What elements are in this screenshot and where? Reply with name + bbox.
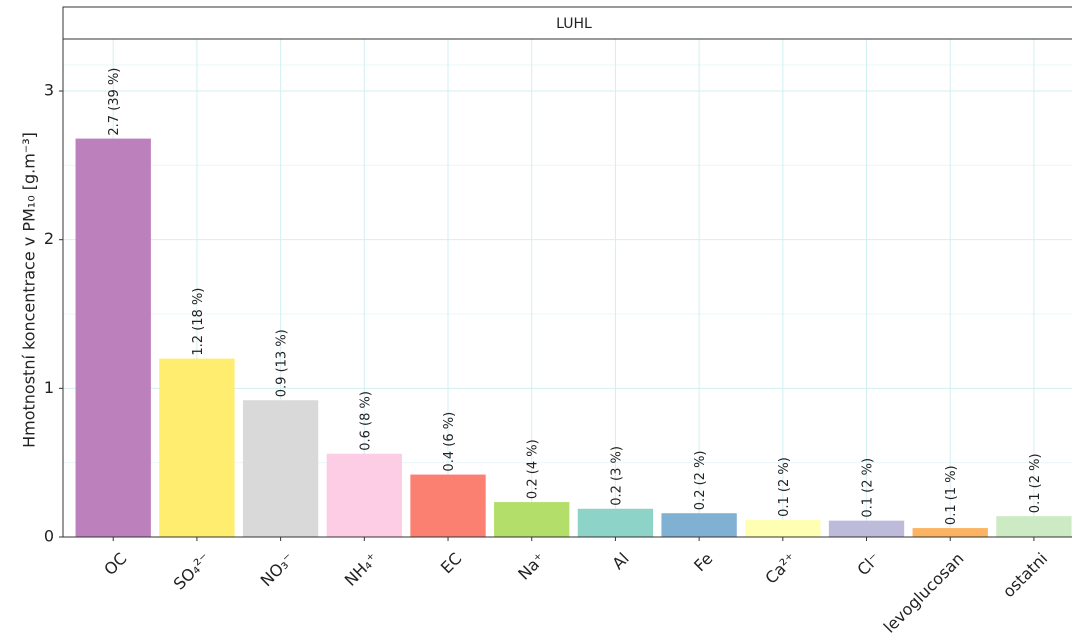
value-label: 0.1 (1 %): [944, 465, 959, 525]
y-tick-label: 3: [44, 81, 54, 100]
y-tick-label: 2: [44, 229, 54, 248]
bar: [996, 516, 1072, 537]
bar: [242, 400, 319, 537]
x-tick-label: EC: [437, 549, 465, 577]
bar: [326, 453, 402, 537]
bar: [410, 474, 486, 537]
value-label: 0.2 (4 %): [526, 439, 541, 499]
value-label: 0.1 (2 %): [1028, 453, 1043, 513]
value-label: 0.4 (6 %): [442, 412, 457, 472]
bar: [661, 513, 737, 537]
value-label: 1.2 (18 %): [191, 288, 206, 356]
bar: [494, 502, 570, 537]
x-tick-label: OC: [100, 549, 130, 579]
x-tick-label: levoglucosan: [880, 549, 968, 637]
x-tick-label: Al: [608, 549, 632, 573]
value-label: 0.2 (2 %): [693, 450, 708, 510]
bars: [75, 138, 1072, 537]
x-tick-label: SO₄²⁻: [170, 549, 215, 594]
y-tick-label: 1: [44, 378, 54, 397]
x-tick-label: NO₃⁻: [257, 549, 298, 590]
bar: [159, 358, 235, 537]
x-tick-label: Ca²⁺: [761, 549, 800, 588]
bar: [828, 520, 905, 537]
bar: [912, 528, 988, 537]
x-tick-label: Cl⁻: [853, 549, 883, 579]
x-tick-label: Na⁺: [514, 549, 549, 584]
bar: [577, 508, 654, 537]
value-label: 0.1 (2 %): [861, 458, 876, 518]
x-tick-label: Fe: [690, 549, 716, 575]
facet-label: LUHL: [556, 16, 592, 32]
value-label: 0.9 (13 %): [275, 329, 290, 397]
bar: [75, 138, 151, 537]
value-label: 2.7 (39 %): [107, 68, 122, 136]
grid: [63, 39, 1072, 538]
y-tick-label: 0: [44, 527, 54, 546]
value-label: 0.6 (8 %): [358, 391, 373, 451]
x-tick-label: ostatni: [999, 549, 1051, 601]
bar: [745, 519, 821, 537]
y-axis-label: Hmotnostní koncentrace v PM₁₀ [g.m⁻³]: [20, 132, 39, 448]
value-label: 0.1 (2 %): [777, 457, 792, 517]
value-label: 0.2 (3 %): [609, 446, 624, 506]
x-tick-label: NH₄⁺: [341, 549, 382, 590]
